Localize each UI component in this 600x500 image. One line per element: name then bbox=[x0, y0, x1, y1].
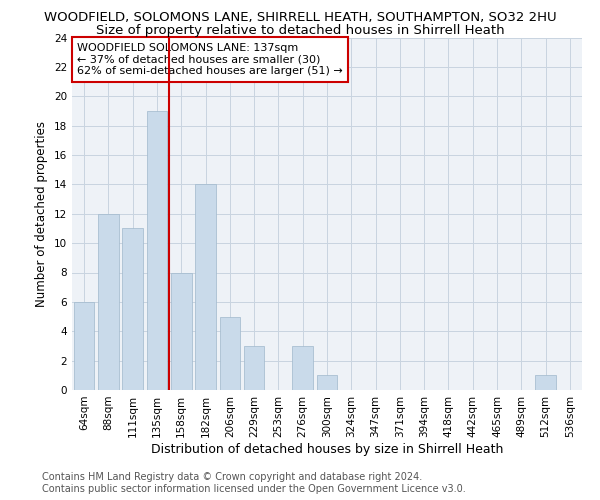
Y-axis label: Number of detached properties: Number of detached properties bbox=[35, 120, 49, 306]
Bar bbox=[122, 228, 143, 390]
Bar bbox=[146, 111, 167, 390]
Bar bbox=[317, 376, 337, 390]
Bar bbox=[195, 184, 216, 390]
Bar bbox=[292, 346, 313, 390]
Bar bbox=[244, 346, 265, 390]
Bar bbox=[74, 302, 94, 390]
Bar bbox=[535, 376, 556, 390]
X-axis label: Distribution of detached houses by size in Shirrell Heath: Distribution of detached houses by size … bbox=[151, 442, 503, 456]
Text: WOODFIELD, SOLOMONS LANE, SHIRRELL HEATH, SOUTHAMPTON, SO32 2HU: WOODFIELD, SOLOMONS LANE, SHIRRELL HEATH… bbox=[44, 11, 556, 24]
Bar bbox=[220, 316, 240, 390]
Bar bbox=[98, 214, 119, 390]
Text: Size of property relative to detached houses in Shirrell Heath: Size of property relative to detached ho… bbox=[95, 24, 505, 37]
Bar bbox=[171, 272, 191, 390]
Text: Contains HM Land Registry data © Crown copyright and database right 2024.
Contai: Contains HM Land Registry data © Crown c… bbox=[42, 472, 466, 494]
Text: WOODFIELD SOLOMONS LANE: 137sqm
← 37% of detached houses are smaller (30)
62% of: WOODFIELD SOLOMONS LANE: 137sqm ← 37% of… bbox=[77, 43, 343, 76]
